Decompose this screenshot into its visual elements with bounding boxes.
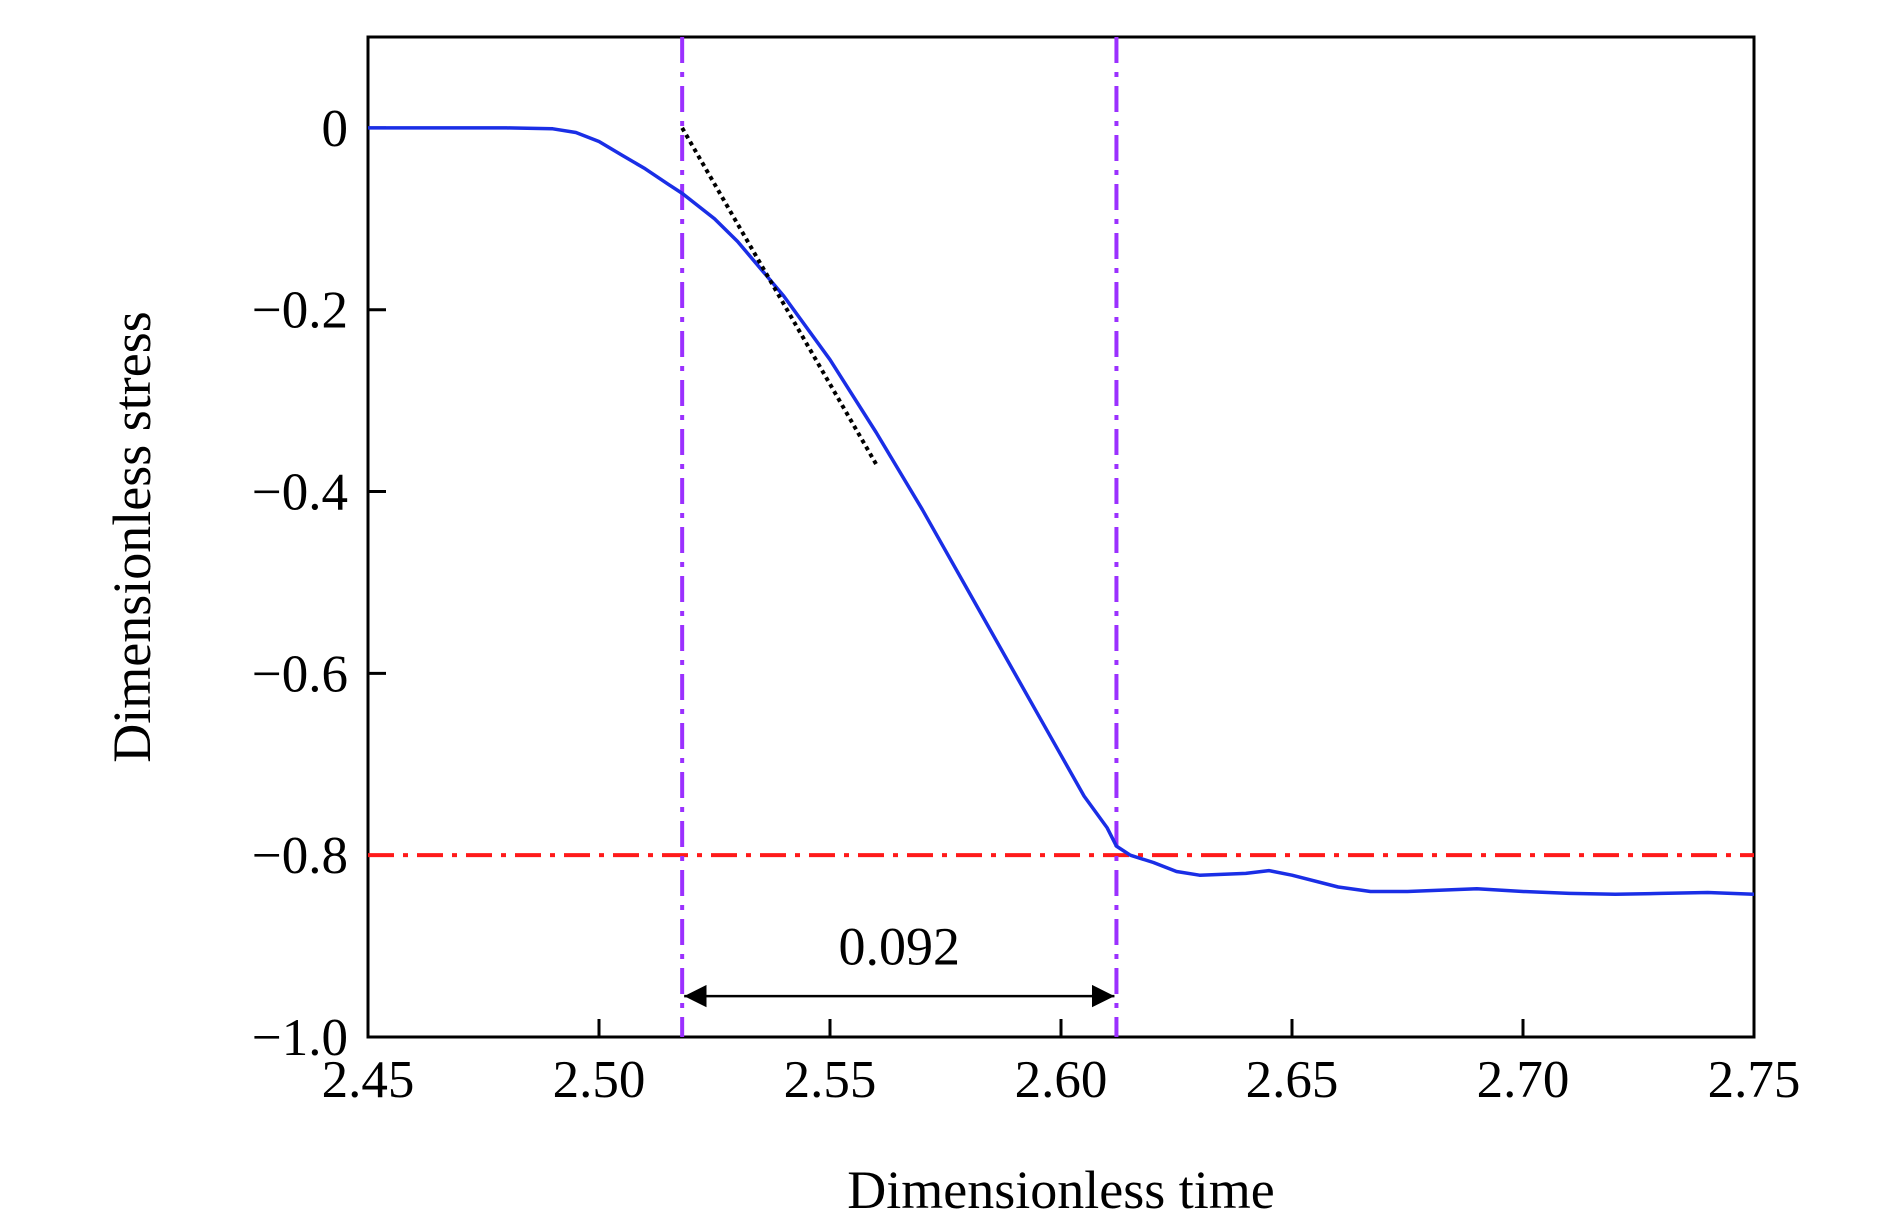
reference-lines [368, 37, 1754, 1037]
tangent-line [680, 126, 878, 466]
y-tick-label: −0.4 [252, 464, 348, 522]
x-tick-label: 2.65 [1246, 1051, 1339, 1109]
x-tick-label: 2.60 [1015, 1051, 1108, 1109]
y-axis-title: Dimensionless stress [102, 311, 162, 763]
y-ticks: 0 −0.2 −0.4 −0.6 −0.8 −1.0 [252, 100, 386, 1067]
y-tick-label: −1.0 [252, 1009, 348, 1067]
x-tick-label: 2.55 [784, 1051, 877, 1109]
y-tick-label: −0.2 [252, 282, 348, 340]
x-ticks: 2.45 2.50 2.55 2.60 2.65 2.70 2.75 [322, 1019, 1801, 1109]
tangent [680, 126, 878, 466]
x-tick-label: 2.70 [1477, 1051, 1570, 1109]
annotations: 0.092 [684, 916, 1115, 1008]
x-tick-label: 2.50 [553, 1051, 646, 1109]
x-tick-label: 2.75 [1708, 1051, 1801, 1109]
annotation-label: 0.092 [839, 916, 961, 976]
series-line [368, 126, 1755, 897]
x-axis-title: Dimensionless time [847, 1160, 1274, 1220]
plot-frame [366, 35, 1756, 1039]
y-tick-label: −0.8 [252, 827, 348, 885]
y-tick-label: 0 [322, 100, 349, 158]
data-series [368, 126, 1755, 897]
y-tick-label: −0.6 [252, 645, 348, 703]
x-tick-label: 2.45 [322, 1051, 415, 1109]
